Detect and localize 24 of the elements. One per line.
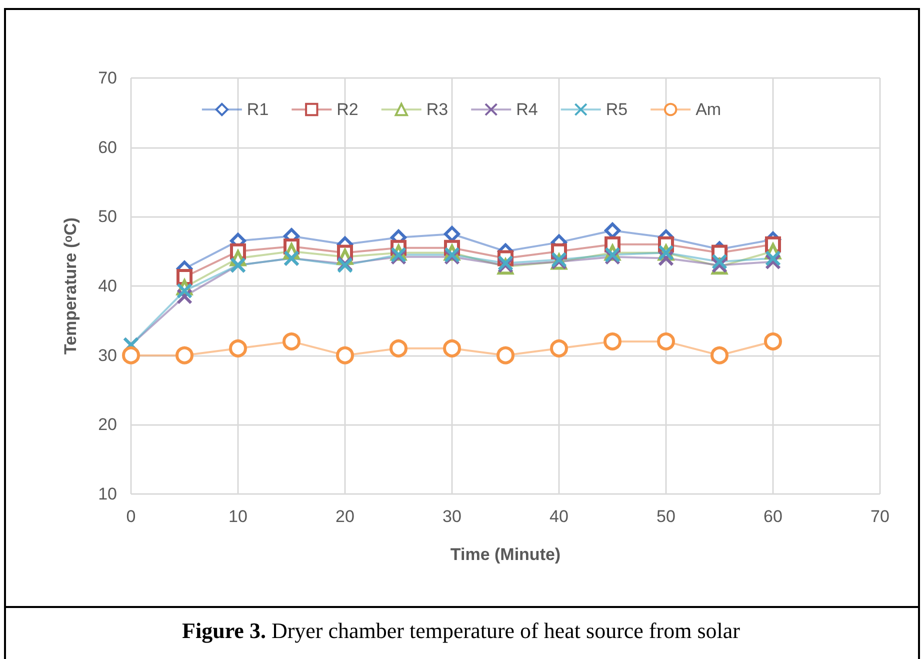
x-tick-label: 60	[764, 507, 782, 526]
y-tick-label: 20	[98, 415, 117, 434]
x-tick-label: 70	[870, 507, 890, 526]
legend-label: R5	[606, 100, 628, 119]
x-axis-title: Time (Minute)	[450, 545, 561, 564]
y-axis-title: Temperature (ᵒC)	[61, 217, 80, 355]
y-tick-label: 40	[98, 276, 117, 296]
y-tick-label: 70	[98, 68, 117, 88]
y-tick-label: 50	[98, 207, 117, 226]
y-tick-label: 10	[98, 484, 117, 504]
legend-label: R3	[426, 100, 448, 119]
y-tick-label: 30	[98, 346, 117, 365]
x-tick-label: 0	[126, 507, 136, 526]
legend-label: R4	[516, 100, 538, 119]
legend-label: Am	[696, 100, 722, 119]
x-tick-label: 40	[550, 507, 568, 526]
x-tick-label: 50	[656, 507, 676, 526]
x-tick-label: 20	[336, 507, 354, 526]
legend-label: R2	[336, 100, 358, 119]
x-tick-label: 10	[228, 507, 248, 526]
x-tick-label: 30	[442, 507, 462, 526]
y-tick-label: 60	[98, 138, 117, 157]
legend-label: R1	[246, 100, 269, 119]
caption: Figure 3. Dryer chamber temperature of heat source from solar	[181, 618, 741, 644]
